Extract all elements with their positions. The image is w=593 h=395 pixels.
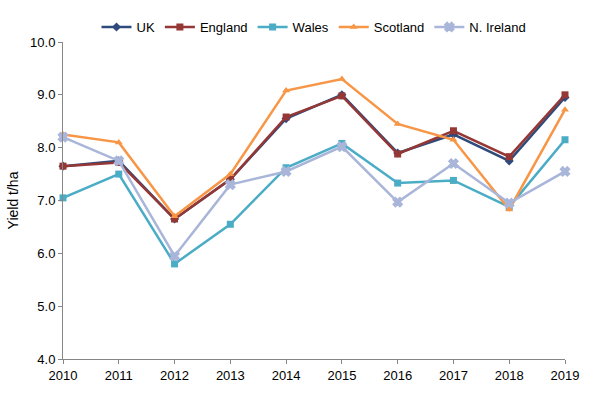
svg-text:2011: 2011 (105, 368, 133, 383)
svg-text:Scotland: Scotland (374, 20, 425, 35)
svg-text:Yield t/ha: Yield t/ha (5, 171, 21, 229)
svg-text:5.0: 5.0 (37, 299, 55, 314)
svg-text:Wales: Wales (293, 20, 329, 35)
svg-text:2015: 2015 (327, 368, 356, 383)
svg-text:England: England (200, 20, 248, 35)
svg-text:N. Ireland: N. Ireland (469, 20, 525, 35)
svg-text:UK: UK (137, 20, 155, 35)
svg-text:2018: 2018 (495, 368, 524, 383)
svg-text:10.0: 10.0 (30, 35, 55, 50)
svg-text:6.0: 6.0 (37, 246, 55, 261)
svg-text:4.0: 4.0 (37, 352, 55, 367)
svg-text:8.0: 8.0 (37, 140, 55, 155)
svg-text:2014: 2014 (272, 368, 301, 383)
svg-text:2019: 2019 (551, 368, 580, 383)
svg-text:9.0: 9.0 (37, 87, 55, 102)
svg-text:2012: 2012 (160, 368, 189, 383)
svg-text:2013: 2013 (216, 368, 245, 383)
svg-text:2017: 2017 (439, 368, 468, 383)
svg-text:2016: 2016 (383, 368, 412, 383)
svg-text:2010: 2010 (49, 368, 78, 383)
svg-text:7.0: 7.0 (37, 193, 55, 208)
